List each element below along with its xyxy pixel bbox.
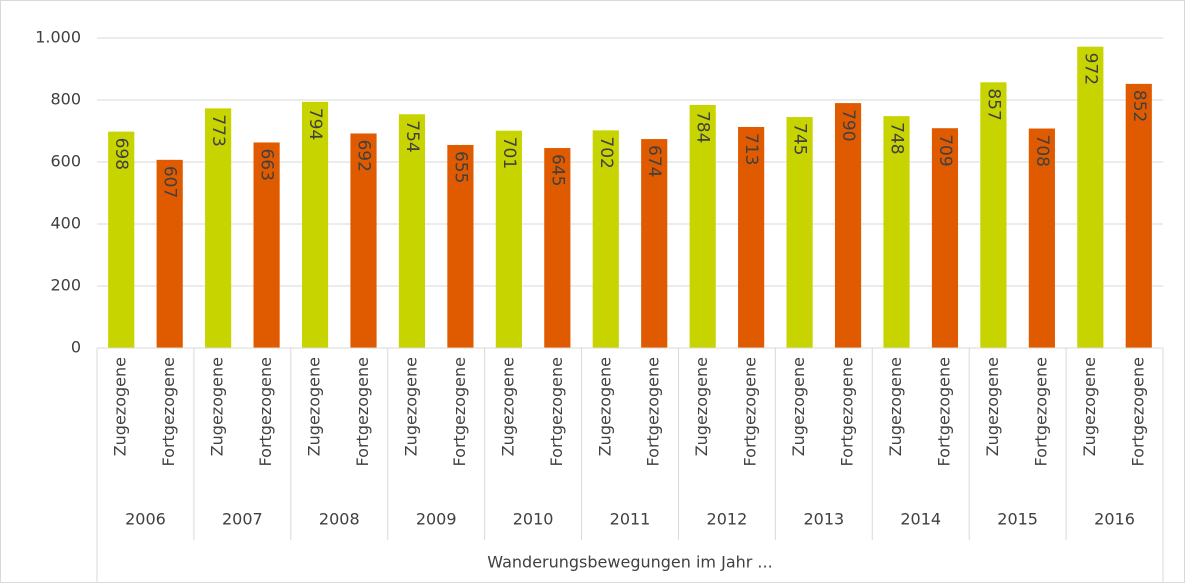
y-tick-label: 400 bbox=[50, 214, 81, 233]
data-label: 708 bbox=[1032, 135, 1052, 167]
data-label: 784 bbox=[693, 111, 713, 143]
bar bbox=[447, 144, 474, 348]
data-label: 702 bbox=[596, 136, 616, 168]
x-tick-label: Fortgezogene bbox=[838, 357, 857, 466]
x-tick-label: Fortgezogene bbox=[353, 357, 372, 466]
x-group-label: 2015 bbox=[997, 510, 1038, 529]
x-group-label: 2014 bbox=[900, 510, 941, 529]
x-group-label: 2010 bbox=[513, 510, 554, 529]
bar bbox=[398, 114, 426, 348]
x-tick-label: Fortgezogene bbox=[644, 357, 663, 466]
x-group-label: 2007 bbox=[222, 510, 263, 529]
data-label: 794 bbox=[305, 108, 325, 140]
data-label: 745 bbox=[790, 123, 810, 155]
bar bbox=[253, 142, 280, 348]
x-tick-label: Zugezogene bbox=[1080, 357, 1099, 456]
bar bbox=[931, 128, 959, 348]
data-label: 607 bbox=[160, 166, 180, 198]
bar bbox=[1028, 128, 1055, 348]
x-tick-label: Fortgezogene bbox=[450, 357, 469, 466]
x-group-label: 2006 bbox=[125, 510, 166, 529]
data-label: 713 bbox=[741, 133, 761, 165]
x-tick-label: Zugezogene bbox=[305, 357, 324, 456]
bar bbox=[786, 117, 813, 348]
data-label: 972 bbox=[1080, 53, 1100, 85]
x-tick-label: Zugezogene bbox=[886, 357, 905, 456]
data-label: 790 bbox=[838, 109, 858, 141]
bar bbox=[592, 130, 619, 348]
bar bbox=[301, 101, 329, 348]
bar bbox=[980, 82, 1007, 348]
y-tick-label: 200 bbox=[50, 276, 81, 295]
x-tick-label: Fortgezogene bbox=[547, 357, 566, 466]
x-tick-label: Zugezogene bbox=[692, 357, 711, 456]
x-group-label: 2012 bbox=[707, 510, 748, 529]
bar bbox=[1125, 83, 1152, 348]
bar bbox=[205, 108, 232, 349]
x-tick-label: Fortgezogene bbox=[934, 357, 953, 466]
bar bbox=[156, 159, 183, 348]
x-tick-label: Zugezogene bbox=[983, 357, 1002, 456]
x-tick-label: Fortgezogene bbox=[741, 357, 760, 466]
x-tick-label: Zugezogene bbox=[498, 357, 517, 456]
data-label: 709 bbox=[935, 134, 955, 166]
data-label: 663 bbox=[257, 148, 277, 180]
bar bbox=[641, 139, 668, 348]
bar bbox=[1077, 46, 1104, 349]
data-label: 674 bbox=[644, 145, 664, 177]
x-tick-label: Fortgezogene bbox=[256, 357, 275, 466]
y-tick-label: 0 bbox=[71, 338, 81, 357]
data-label: 692 bbox=[354, 139, 374, 171]
y-tick-label: 1.000 bbox=[35, 28, 81, 47]
bar bbox=[350, 133, 377, 348]
x-group-label: 2013 bbox=[803, 510, 844, 529]
y-tick-label: 600 bbox=[50, 152, 81, 171]
data-label: 645 bbox=[547, 154, 567, 186]
x-tick-label: Fortgezogene bbox=[1031, 357, 1050, 466]
data-label: 857 bbox=[983, 88, 1003, 120]
x-group-label: 2009 bbox=[416, 510, 457, 529]
bar bbox=[689, 104, 716, 349]
x-axis-title: Wanderungsbewegungen im Jahr ... bbox=[487, 553, 772, 572]
bar bbox=[544, 148, 571, 348]
x-group-label: 2016 bbox=[1094, 510, 1135, 529]
x-tick-label: Zugezogene bbox=[789, 357, 808, 456]
data-label: 754 bbox=[402, 120, 422, 152]
bar bbox=[495, 130, 522, 348]
bar bbox=[883, 116, 910, 349]
data-label: 773 bbox=[208, 114, 228, 146]
data-label: 655 bbox=[450, 151, 470, 183]
data-label: 701 bbox=[499, 137, 519, 169]
data-label: 748 bbox=[887, 122, 907, 154]
bar bbox=[108, 131, 135, 348]
data-label: 852 bbox=[1129, 90, 1149, 122]
x-group-label: 2011 bbox=[610, 510, 651, 529]
x-tick-label: Fortgezogene bbox=[1128, 357, 1147, 466]
x-group-label: 2008 bbox=[319, 510, 360, 529]
x-tick-label: Zugezogene bbox=[208, 357, 227, 456]
x-tick-label: Zugezogene bbox=[401, 357, 420, 456]
x-tick-label: Fortgezogene bbox=[159, 357, 178, 466]
data-label: 698 bbox=[111, 138, 131, 170]
bar bbox=[738, 126, 765, 348]
bar bbox=[834, 103, 862, 348]
x-tick-label: Zugezogene bbox=[595, 357, 614, 456]
y-tick-label: 800 bbox=[50, 90, 81, 109]
x-tick-label: Zugezogene bbox=[111, 357, 130, 456]
